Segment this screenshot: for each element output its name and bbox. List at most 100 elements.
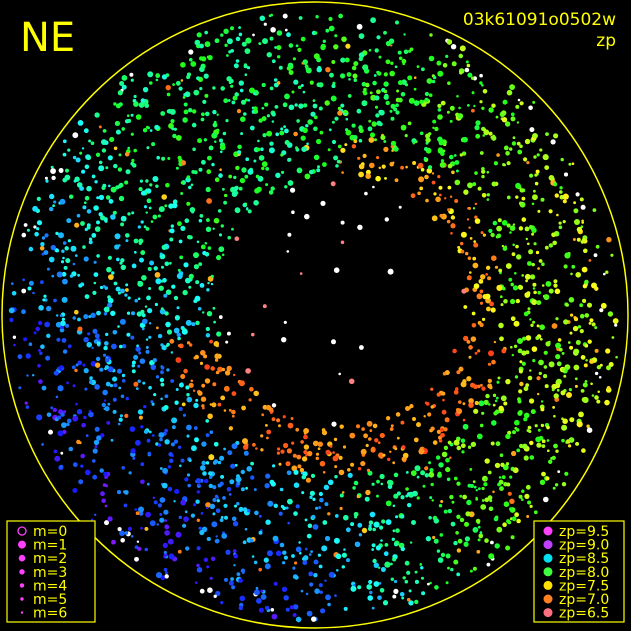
star (474, 202, 478, 206)
star (555, 383, 561, 389)
star (307, 534, 311, 537)
star (207, 413, 213, 419)
star (102, 129, 107, 133)
star (484, 458, 490, 464)
star (342, 445, 347, 449)
star (164, 428, 169, 433)
star (371, 548, 375, 551)
star (61, 338, 67, 343)
star (67, 148, 71, 152)
star (529, 173, 534, 178)
star (543, 374, 548, 379)
star (183, 109, 189, 115)
star (423, 415, 426, 418)
star (65, 323, 70, 328)
star (76, 409, 83, 415)
star (440, 100, 446, 106)
star (311, 616, 317, 622)
star (521, 196, 526, 201)
star (580, 204, 586, 210)
star (162, 542, 168, 549)
star (209, 503, 215, 509)
star (518, 494, 523, 499)
star (215, 590, 221, 597)
star (531, 346, 538, 352)
star (385, 500, 392, 507)
star (481, 411, 485, 415)
star (162, 467, 169, 474)
star (55, 231, 59, 236)
star (333, 44, 339, 50)
star (282, 561, 286, 565)
star (303, 428, 309, 434)
star (74, 222, 80, 228)
star (351, 123, 356, 128)
star (165, 555, 168, 559)
star (189, 57, 193, 62)
star (43, 294, 47, 298)
star (539, 479, 546, 485)
star (579, 329, 584, 334)
star (94, 112, 100, 118)
star (125, 397, 129, 401)
star (401, 58, 407, 64)
star (556, 213, 559, 217)
star (146, 198, 152, 204)
star (203, 354, 208, 359)
star (226, 365, 232, 372)
star (223, 503, 228, 508)
star (107, 516, 113, 522)
star (472, 480, 476, 484)
star (405, 487, 409, 491)
star (340, 240, 345, 245)
star (490, 232, 495, 238)
star (556, 361, 562, 367)
star (517, 284, 523, 290)
star (390, 577, 394, 581)
star (193, 252, 199, 258)
star (178, 239, 183, 244)
star (96, 196, 100, 200)
star (461, 450, 465, 454)
star (573, 364, 580, 371)
star (72, 132, 79, 139)
star (287, 232, 292, 237)
star (519, 360, 523, 364)
star (76, 213, 81, 218)
star (319, 130, 324, 135)
star (223, 28, 229, 34)
star (46, 305, 52, 312)
star (301, 474, 307, 480)
star (260, 448, 264, 452)
star (81, 169, 86, 174)
star (161, 345, 167, 351)
star (466, 218, 470, 221)
star (465, 511, 471, 517)
star (75, 363, 79, 367)
star (312, 497, 316, 501)
star (79, 151, 83, 155)
star (32, 291, 35, 295)
star (408, 97, 415, 104)
star (164, 571, 168, 575)
star (208, 471, 213, 476)
star (85, 434, 89, 437)
star (499, 486, 504, 491)
star (538, 371, 542, 376)
star (228, 50, 232, 54)
star (458, 366, 464, 372)
star (138, 511, 144, 516)
star (117, 291, 121, 295)
star (338, 469, 345, 476)
star (445, 467, 451, 473)
star (479, 289, 484, 294)
star (239, 177, 246, 184)
star (280, 449, 285, 454)
star (596, 399, 601, 404)
star (565, 303, 569, 307)
star (578, 411, 584, 418)
star (489, 499, 493, 503)
star (80, 221, 85, 226)
star (404, 134, 408, 138)
star (480, 301, 483, 305)
